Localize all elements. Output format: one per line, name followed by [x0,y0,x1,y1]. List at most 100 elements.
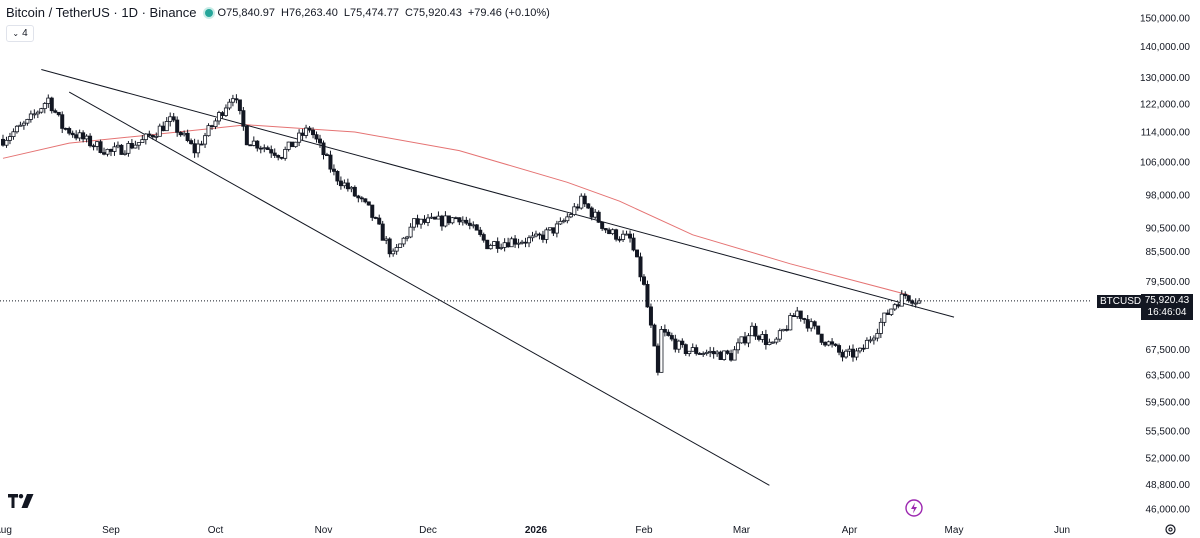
low-value: 75,474.77 [350,6,399,19]
candle-body [150,134,155,138]
candle-body [311,129,316,136]
time-tick-label: Oct [208,525,224,536]
open-value: 75,840.97 [226,6,276,19]
candle-body [554,223,559,234]
candle-body [495,241,500,249]
candle-body [366,201,371,206]
price-tick-label: 150,000.00 [1140,14,1190,25]
high-value: 76,263.40 [288,6,338,19]
candle-body [88,135,93,147]
candle-body [781,328,786,332]
candle-body [77,132,82,139]
candle-body [882,312,887,323]
candle-body [589,207,594,218]
candle-body [95,141,100,147]
candle-body [387,238,392,255]
change-value: +79.46 (+0.10%) [467,6,550,19]
candle-body [304,127,309,136]
candle-body [579,195,584,209]
moving-average-line [2,124,909,296]
price-axis: 150,000.00 140,000.00 130,000.00 122,000.00… [1140,14,1190,516]
candle-body [251,140,256,146]
candle-body [359,197,364,200]
candle-body [321,142,326,156]
candle-body [0,138,6,146]
time-tick-label: May [945,525,964,536]
candle-body [565,216,570,222]
candle-body [18,124,23,127]
candle-body [756,335,761,340]
candle-body [269,149,274,154]
candle-body [196,143,201,154]
price-tick-label: 130,000.00 [1140,73,1190,84]
candle-body [105,148,110,155]
candle-body [641,276,646,285]
candlestick-series [0,94,922,376]
price-tick-label: 106,000.00 [1140,158,1190,169]
candle-body [499,247,504,249]
candle-body [488,245,493,250]
candle-body [189,140,194,145]
price-tick-label: 52,000.00 [1146,454,1191,465]
candle-body [516,242,521,245]
candle-body [857,347,862,352]
indicator-count: 4 [22,28,28,39]
candle-body [129,143,134,149]
lightning-icon[interactable] [905,499,923,517]
candle-body [729,353,734,361]
candle-body [255,140,260,149]
candle-body [575,206,580,209]
candle-body [290,141,295,148]
candle-body [276,155,281,158]
candle-body [216,112,221,122]
time-tick-label: Feb [635,525,653,536]
symbol-title[interactable]: Bitcoin / TetherUS · 1D · Binance [6,5,197,20]
candle-body [154,135,159,138]
candle-body [349,186,354,190]
candle-body [84,135,89,140]
candle-body [453,217,458,220]
candle-body [352,186,357,197]
candle-body [697,353,702,355]
candle-body [502,242,507,248]
candle-body [178,131,183,136]
price-tick-label: 98,000.00 [1146,190,1191,201]
candle-body [802,318,807,320]
candle-body [708,350,713,353]
time-tick-label: Sep [102,525,120,536]
price-tick-label: 55,500.00 [1146,427,1191,438]
candle-body [586,203,591,209]
candle-body [551,227,556,234]
indicators-toggle-button[interactable]: ⌄ 4 [6,25,34,42]
candle-body [283,149,288,159]
gear-icon[interactable] [1164,523,1177,536]
candle-body [760,334,765,340]
candle-body [464,219,469,224]
candle-body [854,350,859,358]
tradingview-logo-icon[interactable] [8,494,34,508]
last-price-box: 75,920.43 16:46:04 [1141,294,1193,320]
candle-body [147,133,152,136]
candle-body [81,132,86,140]
candle-body [913,302,918,305]
candle-body [600,221,605,229]
candle-body [673,338,678,350]
candle-body [837,345,842,353]
candle-body [690,347,695,352]
candle-body [450,217,455,224]
candle-body [422,218,427,223]
high-label: H [281,6,289,19]
candle-body [11,131,16,138]
trendline[interactable] [41,69,955,318]
candle-body [885,312,890,315]
time-tick-label: Aug [0,525,12,536]
candle-body [28,113,33,120]
candle-body [203,135,208,145]
candle-body [42,103,47,110]
candle-body [742,336,747,344]
candle-body [432,216,437,220]
candle-body [373,217,378,219]
trendline[interactable] [68,91,770,486]
candle-body [7,136,12,141]
